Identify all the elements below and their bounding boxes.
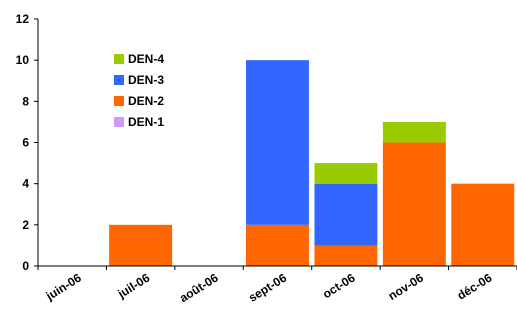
bar-den-2-3 xyxy=(246,224,309,266)
x-tick-label-0: juin-06 xyxy=(43,270,84,303)
x-tick-label-3: sept-06 xyxy=(246,271,289,305)
bar-den-2-6 xyxy=(451,183,515,266)
y-tick-label-2: 4 xyxy=(22,177,29,191)
legend-swatch-den-4 xyxy=(114,54,124,64)
legend-swatch-den-2 xyxy=(114,96,124,106)
bar-den-4-4 xyxy=(314,163,378,184)
bar-den-3-3 xyxy=(246,60,309,225)
legend-label-den-2: DEN-2 xyxy=(128,94,164,108)
bar-den-2-5 xyxy=(382,142,446,266)
x-tick-label-4: oct-06 xyxy=(320,270,358,301)
y-tick-label-5: 10 xyxy=(16,53,30,67)
y-tick-label-6: 12 xyxy=(16,12,30,26)
bar-den-2-1 xyxy=(109,224,173,266)
legend: DEN-4 DEN-3 DEN-2 DEN-1 xyxy=(114,52,164,129)
bar-den-2-4 xyxy=(314,245,378,266)
legend-label-den-4: DEN-4 xyxy=(128,52,164,66)
bar-den-3-4 xyxy=(314,183,378,246)
bars-group xyxy=(109,60,515,266)
y-tick-label-1: 2 xyxy=(22,218,29,232)
x-tick-label-6: déc-06 xyxy=(455,271,495,303)
x-tick-label-2: août-06 xyxy=(177,271,221,306)
legend-label-den-3: DEN-3 xyxy=(128,73,164,87)
legend-swatch-den-3 xyxy=(114,75,124,85)
bar-den-4-5 xyxy=(382,121,446,143)
legend-label-den-1: DEN-1 xyxy=(128,115,164,129)
x-tick-label-1: juil-06 xyxy=(115,271,153,302)
legend-swatch-den-1 xyxy=(114,117,124,127)
y-tick-label-3: 6 xyxy=(22,136,29,150)
x-tick-label-5: nov-06 xyxy=(386,271,426,304)
y-tick-label-4: 8 xyxy=(22,94,29,108)
y-tick-label-0: 0 xyxy=(22,259,29,273)
